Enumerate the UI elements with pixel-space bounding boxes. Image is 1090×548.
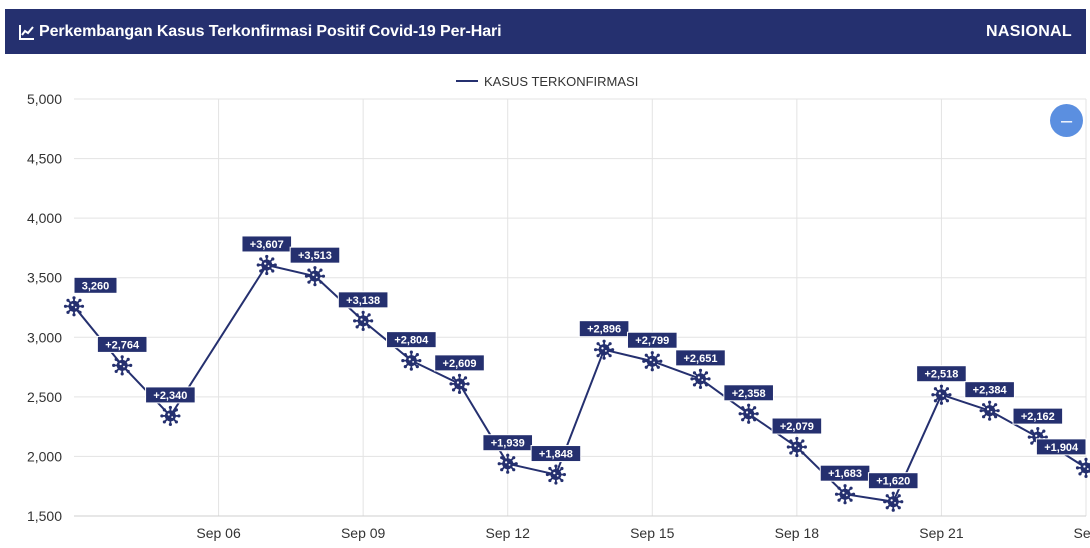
data-label: +2,162 <box>1012 407 1064 425</box>
svg-text:+2,340: +2,340 <box>153 390 187 402</box>
svg-text:+2,162: +2,162 <box>1021 411 1055 423</box>
svg-text:+2,651: +2,651 <box>683 353 717 365</box>
data-label: +1,683 <box>819 464 871 482</box>
data-label: +2,609 <box>434 354 485 372</box>
svg-text:+1,683: +1,683 <box>828 468 862 480</box>
virus-icon[interactable] <box>690 368 711 389</box>
data-label: +3,513 <box>289 246 341 264</box>
virus-icon[interactable] <box>545 464 567 485</box>
svg-text:+1,620: +1,620 <box>876 476 910 488</box>
virus-icon[interactable] <box>979 400 1000 421</box>
y-tick-label: 2,000 <box>27 448 62 464</box>
x-tick-label: Sep 09 <box>341 525 386 541</box>
data-label: +2,518 <box>916 365 967 383</box>
svg-text:+3,513: +3,513 <box>298 250 332 262</box>
y-tick-label: 5,000 <box>27 91 62 107</box>
virus-icon[interactable] <box>497 453 518 474</box>
chart-header: Perkembangan Kasus Terkonfirmasi Positif… <box>5 9 1086 54</box>
data-label: 3,260 <box>73 276 118 294</box>
virus-icon[interactable] <box>160 405 181 427</box>
data-label: +3,607 <box>241 235 293 253</box>
data-label: +2,651 <box>675 349 726 367</box>
data-label: +2,764 <box>96 335 148 353</box>
minus-icon: – <box>1060 109 1073 132</box>
chart-markers <box>63 254 1090 512</box>
virus-icon[interactable] <box>304 266 326 287</box>
line-chart-icon <box>19 24 34 40</box>
svg-text:+2,609: +2,609 <box>443 358 477 370</box>
virus-icon[interactable] <box>449 373 470 394</box>
zoom-out-button[interactable]: – <box>1050 104 1083 137</box>
chart-title: Perkembangan Kasus Terkonfirmasi Positif… <box>39 22 502 40</box>
virus-icon[interactable] <box>112 355 133 376</box>
x-tick-label: Sep 15 <box>630 525 675 541</box>
virus-icon[interactable] <box>353 310 374 331</box>
svg-text:+3,138: +3,138 <box>346 295 380 307</box>
svg-text:+1,904: +1,904 <box>1044 442 1079 454</box>
x-tick-label: Sep 06 <box>196 525 241 541</box>
virus-icon[interactable] <box>642 351 663 372</box>
svg-text:+2,358: +2,358 <box>732 388 766 400</box>
data-label: +1,848 <box>530 445 582 463</box>
virus-icon[interactable] <box>883 491 904 512</box>
svg-text:+2,764: +2,764 <box>105 339 140 351</box>
series-line <box>73 263 1087 503</box>
virus-icon[interactable] <box>401 350 422 371</box>
svg-text:+2,799: +2,799 <box>635 335 669 347</box>
y-tick-label: 4,500 <box>27 151 62 167</box>
x-tick-label: Sep 18 <box>775 525 820 541</box>
virus-icon[interactable] <box>738 403 759 424</box>
svg-text:+3,607: +3,607 <box>250 239 284 251</box>
y-tick-label: 2,500 <box>27 389 62 405</box>
y-tick-label: 3,000 <box>27 329 62 345</box>
virus-icon[interactable] <box>256 254 277 276</box>
svg-text:+2,518: +2,518 <box>924 369 958 381</box>
data-label: +2,358 <box>723 384 774 402</box>
data-label: +3,138 <box>337 291 389 309</box>
svg-text:+1,939: +1,939 <box>491 438 525 450</box>
chart-series <box>73 263 1087 503</box>
virus-icon[interactable] <box>593 339 615 360</box>
y-tick-label: 4,000 <box>27 210 62 226</box>
data-label: +2,384 <box>964 381 1015 399</box>
svg-text:+2,079: +2,079 <box>780 421 814 433</box>
data-label: +1,904 <box>1035 438 1087 456</box>
svg-text:3,260: 3,260 <box>82 280 110 292</box>
chart-data-labels: 3,260 +2,764 +2,340 +3,607 +3,513 +3,138 +2,80… <box>73 235 1087 490</box>
svg-text:+2,896: +2,896 <box>587 324 621 336</box>
virus-icon[interactable] <box>834 484 856 505</box>
virus-icon[interactable] <box>1075 457 1090 478</box>
data-label: +2,079 <box>771 417 823 435</box>
svg-text:+2,804: +2,804 <box>394 335 429 347</box>
chart-legend: KASUS TERKONFIRMASI <box>456 74 638 89</box>
x-tick-label: Sep 12 <box>486 525 531 541</box>
x-tick-label: Sep <box>1074 525 1090 541</box>
data-label: +2,896 <box>578 320 630 338</box>
virus-icon[interactable] <box>63 296 85 317</box>
data-label: +2,799 <box>626 331 678 349</box>
y-tick-label: 1,500 <box>27 508 62 524</box>
data-label: +2,340 <box>145 386 196 404</box>
svg-text:+2,384: +2,384 <box>973 385 1008 397</box>
virus-icon[interactable] <box>931 384 952 405</box>
svg-text:+1,848: +1,848 <box>539 449 573 461</box>
region-label[interactable]: NASIONAL <box>986 22 1072 40</box>
chart-axes: 1,500 2,000 2,500 3,000 3,500 4,000 4,500 5,000… <box>27 91 1090 541</box>
legend-label[interactable]: KASUS TERKONFIRMASI <box>484 74 638 89</box>
data-label: +1,620 <box>867 472 919 490</box>
x-tick-label: Sep 21 <box>919 525 964 541</box>
chart-grid <box>74 98 1087 517</box>
y-tick-label: 3,500 <box>27 270 62 286</box>
data-label: +1,939 <box>482 434 534 452</box>
data-label: +2,804 <box>386 331 437 349</box>
virus-icon[interactable] <box>786 436 807 458</box>
